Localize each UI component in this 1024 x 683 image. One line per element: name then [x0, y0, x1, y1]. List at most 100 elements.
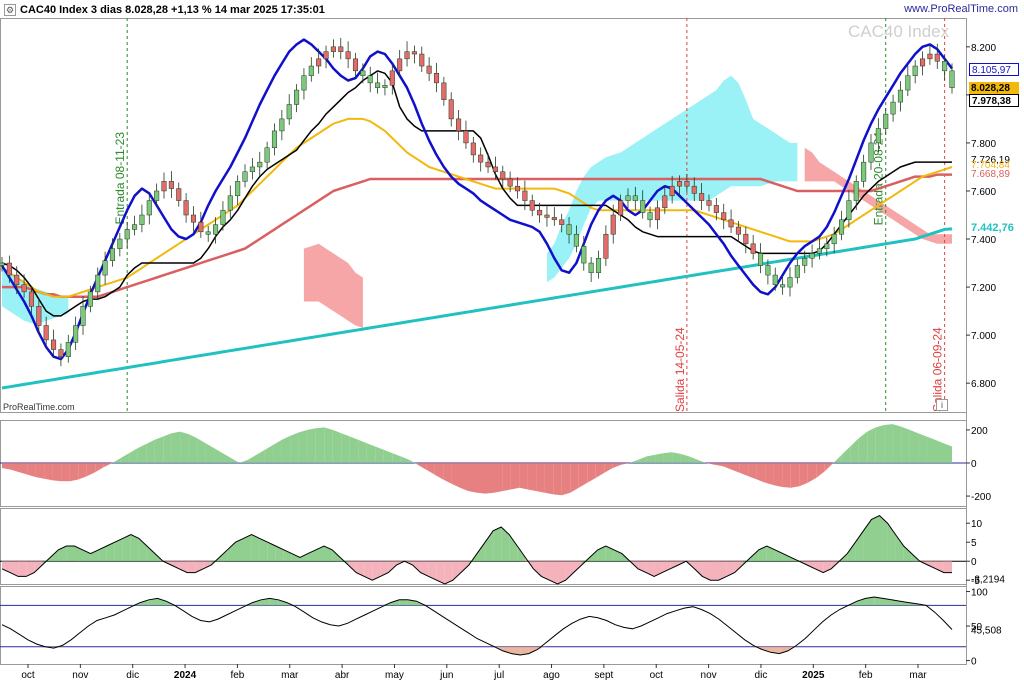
osc2-area — [195, 561, 204, 573]
osc2-area — [541, 561, 550, 581]
osc3-overbought — [157, 598, 167, 606]
ma-red-line — [2, 173, 952, 298]
osc1-area — [392, 453, 401, 463]
candle-body — [448, 99, 454, 120]
osc3-oversold — [779, 646, 788, 654]
osc2-area — [364, 561, 373, 581]
price-level-label: 7.726,19 — [971, 155, 1010, 167]
candle-body — [514, 185, 521, 192]
osc1-area — [2, 463, 11, 470]
osc2-area — [299, 553, 308, 562]
candle-body — [573, 233, 579, 247]
candle-body — [271, 130, 278, 148]
credit-label: ProRealTime.com — [3, 402, 75, 412]
osc1-area — [375, 446, 384, 463]
candle-body — [411, 51, 417, 55]
candle-body — [500, 171, 506, 180]
candle-body — [949, 70, 955, 88]
osc1-area — [120, 453, 130, 463]
candle-body — [65, 342, 71, 357]
osc1-area — [19, 463, 28, 475]
candle-body — [21, 284, 27, 293]
candle-body — [14, 274, 20, 285]
candle-body — [691, 185, 697, 194]
osc2-area — [122, 534, 131, 562]
price-tick-label: 8.200 — [971, 43, 996, 54]
moving-averages — [0, 38, 953, 390]
candle-body — [367, 75, 373, 84]
osc2-area — [879, 515, 888, 562]
osc1-area — [27, 463, 36, 478]
candle-body — [168, 181, 174, 189]
osc1-area — [892, 424, 902, 463]
candle-body — [551, 217, 557, 221]
osc1-area — [731, 463, 740, 473]
candle-body — [242, 171, 248, 182]
osc2-area — [694, 561, 703, 577]
candle-body — [190, 214, 197, 223]
candle-body — [360, 70, 366, 76]
osc2-area — [291, 553, 300, 562]
osc2-area — [750, 549, 759, 562]
osc3-tick-label: 50 — [971, 622, 983, 633]
candle-body — [927, 53, 933, 60]
osc2-area — [726, 561, 735, 577]
osc1-area — [95, 463, 104, 473]
candle-body — [839, 219, 845, 235]
oscillator-panels — [0, 424, 966, 656]
watermark: CAC40 Index — [848, 22, 950, 41]
time-tick-label: feb — [230, 670, 244, 681]
osc2-area — [565, 561, 574, 581]
candle-body — [389, 70, 395, 86]
osc1-area — [426, 463, 435, 475]
candle-body — [80, 306, 86, 326]
osc1-area — [714, 463, 723, 467]
candle-body — [824, 243, 830, 249]
osc1-area — [638, 456, 647, 463]
osc2-area — [477, 542, 486, 562]
osc1-area — [561, 463, 571, 496]
price-tick-label: 7.000 — [971, 331, 996, 342]
settings-icon[interactable]: ⚙ — [4, 4, 16, 16]
osc1-area — [672, 452, 681, 463]
candle-body — [198, 221, 204, 233]
osc2-area — [251, 534, 260, 562]
candle-body — [581, 245, 587, 264]
osc1-area — [519, 463, 528, 490]
candle-body — [846, 200, 852, 221]
candle-body — [102, 260, 108, 276]
osc1-area — [112, 458, 121, 463]
osc3-overbought — [261, 598, 270, 606]
osc2-area — [388, 561, 397, 573]
osc2-area — [823, 561, 832, 573]
time-tick-label: dic — [126, 670, 139, 681]
candle-body — [485, 161, 491, 168]
candle-body — [257, 161, 263, 168]
candle-body — [750, 243, 756, 254]
osc2-area — [412, 561, 421, 573]
osc3-overbought — [269, 598, 279, 606]
osc1-area — [44, 463, 53, 481]
candle-body — [920, 58, 926, 67]
osc1-area — [197, 438, 206, 463]
candle-body — [456, 118, 462, 132]
candle-body — [875, 128, 881, 144]
osc2-area — [927, 561, 936, 569]
osc1-area — [86, 463, 96, 477]
osc1-area — [510, 463, 520, 490]
osc2-area — [203, 561, 212, 569]
candle-body — [426, 65, 432, 74]
candle-body — [220, 209, 226, 225]
info-icon[interactable]: i — [936, 399, 948, 411]
osc3-oversold — [762, 646, 771, 653]
osc1-area — [248, 454, 257, 463]
osc1-tick-label: -200 — [971, 492, 991, 503]
osc2-area — [863, 519, 872, 562]
osc1-area — [307, 428, 316, 463]
candle-body — [227, 195, 233, 211]
osc1-area — [909, 429, 919, 463]
osc1-area — [61, 463, 70, 482]
osc3-overbought — [857, 598, 866, 606]
price-tick-label: 7.800 — [971, 139, 996, 150]
brand-link[interactable]: www.ProRealTime.com — [904, 3, 1018, 15]
